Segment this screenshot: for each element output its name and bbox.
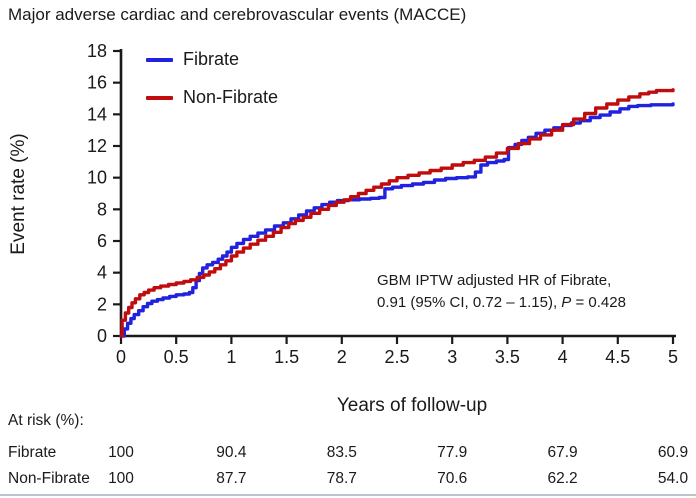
at-risk-value: 87.7	[216, 470, 247, 487]
at-risk-value: 83.5	[326, 444, 357, 461]
y-tick-label: 10	[87, 168, 107, 188]
at-risk-row-label: Non-Fibrate	[8, 470, 90, 487]
legend-line-icon	[146, 95, 173, 100]
at-risk-value: 62.2	[547, 470, 578, 487]
bottom-divider	[0, 494, 696, 496]
at-risk-row-label: Fibrate	[8, 444, 57, 461]
x-tick-label: 3.5	[495, 347, 520, 367]
at-risk-value: 90.4	[216, 444, 247, 461]
at-risk-value: 67.9	[547, 444, 578, 461]
chart-title: Major adverse cardiac and cerebrovascula…	[8, 5, 467, 24]
x-tick-label: 2.5	[384, 347, 409, 367]
y-tick-label: 14	[87, 104, 107, 124]
hr-annotation-line2: 0.91 (95% CI, 0.72 – 1.15), P = 0.428	[377, 293, 626, 311]
x-tick-label: 2	[337, 347, 347, 367]
y-tick-label: 12	[87, 136, 107, 156]
legend-label: Non-Fibrate	[183, 87, 279, 107]
at-risk-value: 78.7	[326, 470, 357, 487]
at-risk-value: 100	[108, 444, 134, 461]
at-risk-heading: At risk (%):	[8, 412, 84, 429]
legend: Fibrate Non-Fibrate	[146, 46, 278, 111]
y-tick-label: 8	[97, 199, 107, 219]
y-axis-label: Event rate (%)	[8, 133, 29, 254]
x-tick-label: 0	[116, 347, 126, 367]
at-risk-value: 54.0	[657, 470, 689, 487]
x-tick-label: 4	[558, 347, 568, 367]
at-risk-value: 77.9	[437, 444, 468, 461]
x-tick-label: 5	[668, 347, 678, 367]
hr-annotation: GBM IPTW adjusted HR of Fibrate, 0.91 (9…	[377, 270, 626, 313]
x-tick-label: 0.5	[164, 347, 189, 367]
non-fibrate-curve	[119, 88, 675, 338]
at-risk-value: 100	[108, 470, 134, 487]
y-tick-label: 2	[97, 294, 107, 314]
x-tick-label: 1.5	[274, 347, 299, 367]
hr-annotation-line1: GBM IPTW adjusted HR of Fibrate,	[377, 272, 612, 289]
y-tick-label: 18	[87, 41, 107, 61]
x-tick-label: 1	[226, 347, 236, 367]
x-axis-label: Years of follow-up	[337, 395, 487, 416]
y-tick-label: 6	[97, 231, 107, 251]
x-tick-label: 4.5	[605, 347, 630, 367]
at-risk-value: 70.6	[437, 470, 468, 487]
fibrate-curve	[119, 102, 675, 338]
legend-line-icon	[146, 57, 173, 62]
legend-item-non-fibrate: Non-Fibrate	[146, 84, 278, 111]
y-tick-label: 16	[87, 73, 107, 93]
y-tick-label: 4	[97, 263, 107, 283]
legend-item-fibrate: Fibrate	[146, 46, 278, 73]
legend-label: Fibrate	[183, 49, 240, 69]
y-tick-label: 0	[97, 326, 107, 346]
x-tick-label: 3	[447, 347, 457, 367]
at-risk-value: 60.9	[657, 444, 689, 461]
